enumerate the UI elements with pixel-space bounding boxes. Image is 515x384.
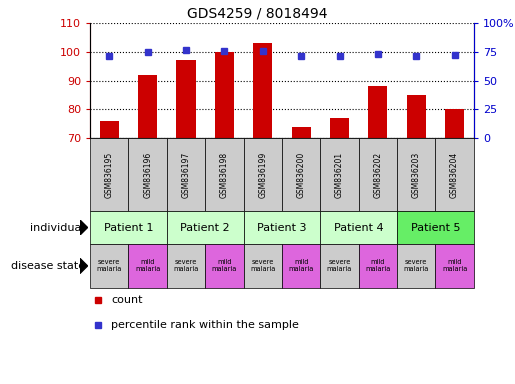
Text: GDS4259 / 8018494: GDS4259 / 8018494 xyxy=(187,7,328,21)
Bar xyxy=(167,244,205,288)
Text: Patient 2: Patient 2 xyxy=(180,222,230,233)
Text: GSM836197: GSM836197 xyxy=(182,152,191,198)
Text: severe
malaria: severe malaria xyxy=(250,260,276,272)
Text: mild
malaria: mild malaria xyxy=(135,260,160,272)
Text: severe
malaria: severe malaria xyxy=(327,260,352,272)
Bar xyxy=(291,127,311,138)
Text: mild
malaria: mild malaria xyxy=(212,260,237,272)
Bar xyxy=(320,244,358,288)
Bar xyxy=(205,244,244,288)
Text: GSM836198: GSM836198 xyxy=(220,152,229,198)
Bar xyxy=(358,138,397,211)
Bar xyxy=(90,244,129,288)
Text: mild
malaria: mild malaria xyxy=(442,260,467,272)
Bar xyxy=(358,244,397,288)
Bar xyxy=(90,211,167,244)
Bar xyxy=(205,138,244,211)
Text: Patient 5: Patient 5 xyxy=(410,222,460,233)
Bar xyxy=(282,138,320,211)
Text: GSM836201: GSM836201 xyxy=(335,152,344,198)
Text: severe
malaria: severe malaria xyxy=(174,260,199,272)
Text: GSM836195: GSM836195 xyxy=(105,152,114,198)
Text: GSM836202: GSM836202 xyxy=(373,152,382,198)
Bar xyxy=(436,244,474,288)
Bar xyxy=(177,61,196,138)
Bar xyxy=(167,138,205,211)
Bar xyxy=(138,75,157,138)
Text: count: count xyxy=(111,295,143,305)
Text: GSM836204: GSM836204 xyxy=(450,152,459,198)
Text: GSM836200: GSM836200 xyxy=(297,152,305,198)
Bar xyxy=(320,138,358,211)
Bar xyxy=(129,244,167,288)
Text: severe
malaria: severe malaria xyxy=(404,260,429,272)
Bar xyxy=(397,211,474,244)
Bar xyxy=(330,118,349,138)
Bar xyxy=(368,86,387,138)
Text: Patient 3: Patient 3 xyxy=(257,222,307,233)
Bar xyxy=(167,211,244,244)
Text: severe
malaria: severe malaria xyxy=(97,260,122,272)
Bar xyxy=(244,211,320,244)
Text: individual: individual xyxy=(30,222,85,233)
Bar xyxy=(253,43,272,138)
Text: percentile rank within the sample: percentile rank within the sample xyxy=(111,320,299,330)
Bar xyxy=(436,138,474,211)
Text: GSM836196: GSM836196 xyxy=(143,152,152,198)
Bar xyxy=(320,211,397,244)
Bar xyxy=(90,138,129,211)
Bar xyxy=(244,244,282,288)
Text: mild
malaria: mild malaria xyxy=(365,260,390,272)
Polygon shape xyxy=(80,220,88,235)
Bar xyxy=(407,95,426,138)
Polygon shape xyxy=(80,258,88,273)
Text: Patient 1: Patient 1 xyxy=(104,222,153,233)
Bar xyxy=(397,244,436,288)
Text: mild
malaria: mild malaria xyxy=(288,260,314,272)
Bar xyxy=(244,138,282,211)
Text: disease state: disease state xyxy=(11,261,85,271)
Text: GSM836199: GSM836199 xyxy=(259,152,267,198)
Bar xyxy=(282,244,320,288)
Bar xyxy=(100,121,119,138)
Bar xyxy=(129,138,167,211)
Text: GSM836203: GSM836203 xyxy=(412,152,421,198)
Bar xyxy=(397,138,436,211)
Text: Patient 4: Patient 4 xyxy=(334,222,384,233)
Bar xyxy=(445,109,464,138)
Bar xyxy=(215,52,234,138)
